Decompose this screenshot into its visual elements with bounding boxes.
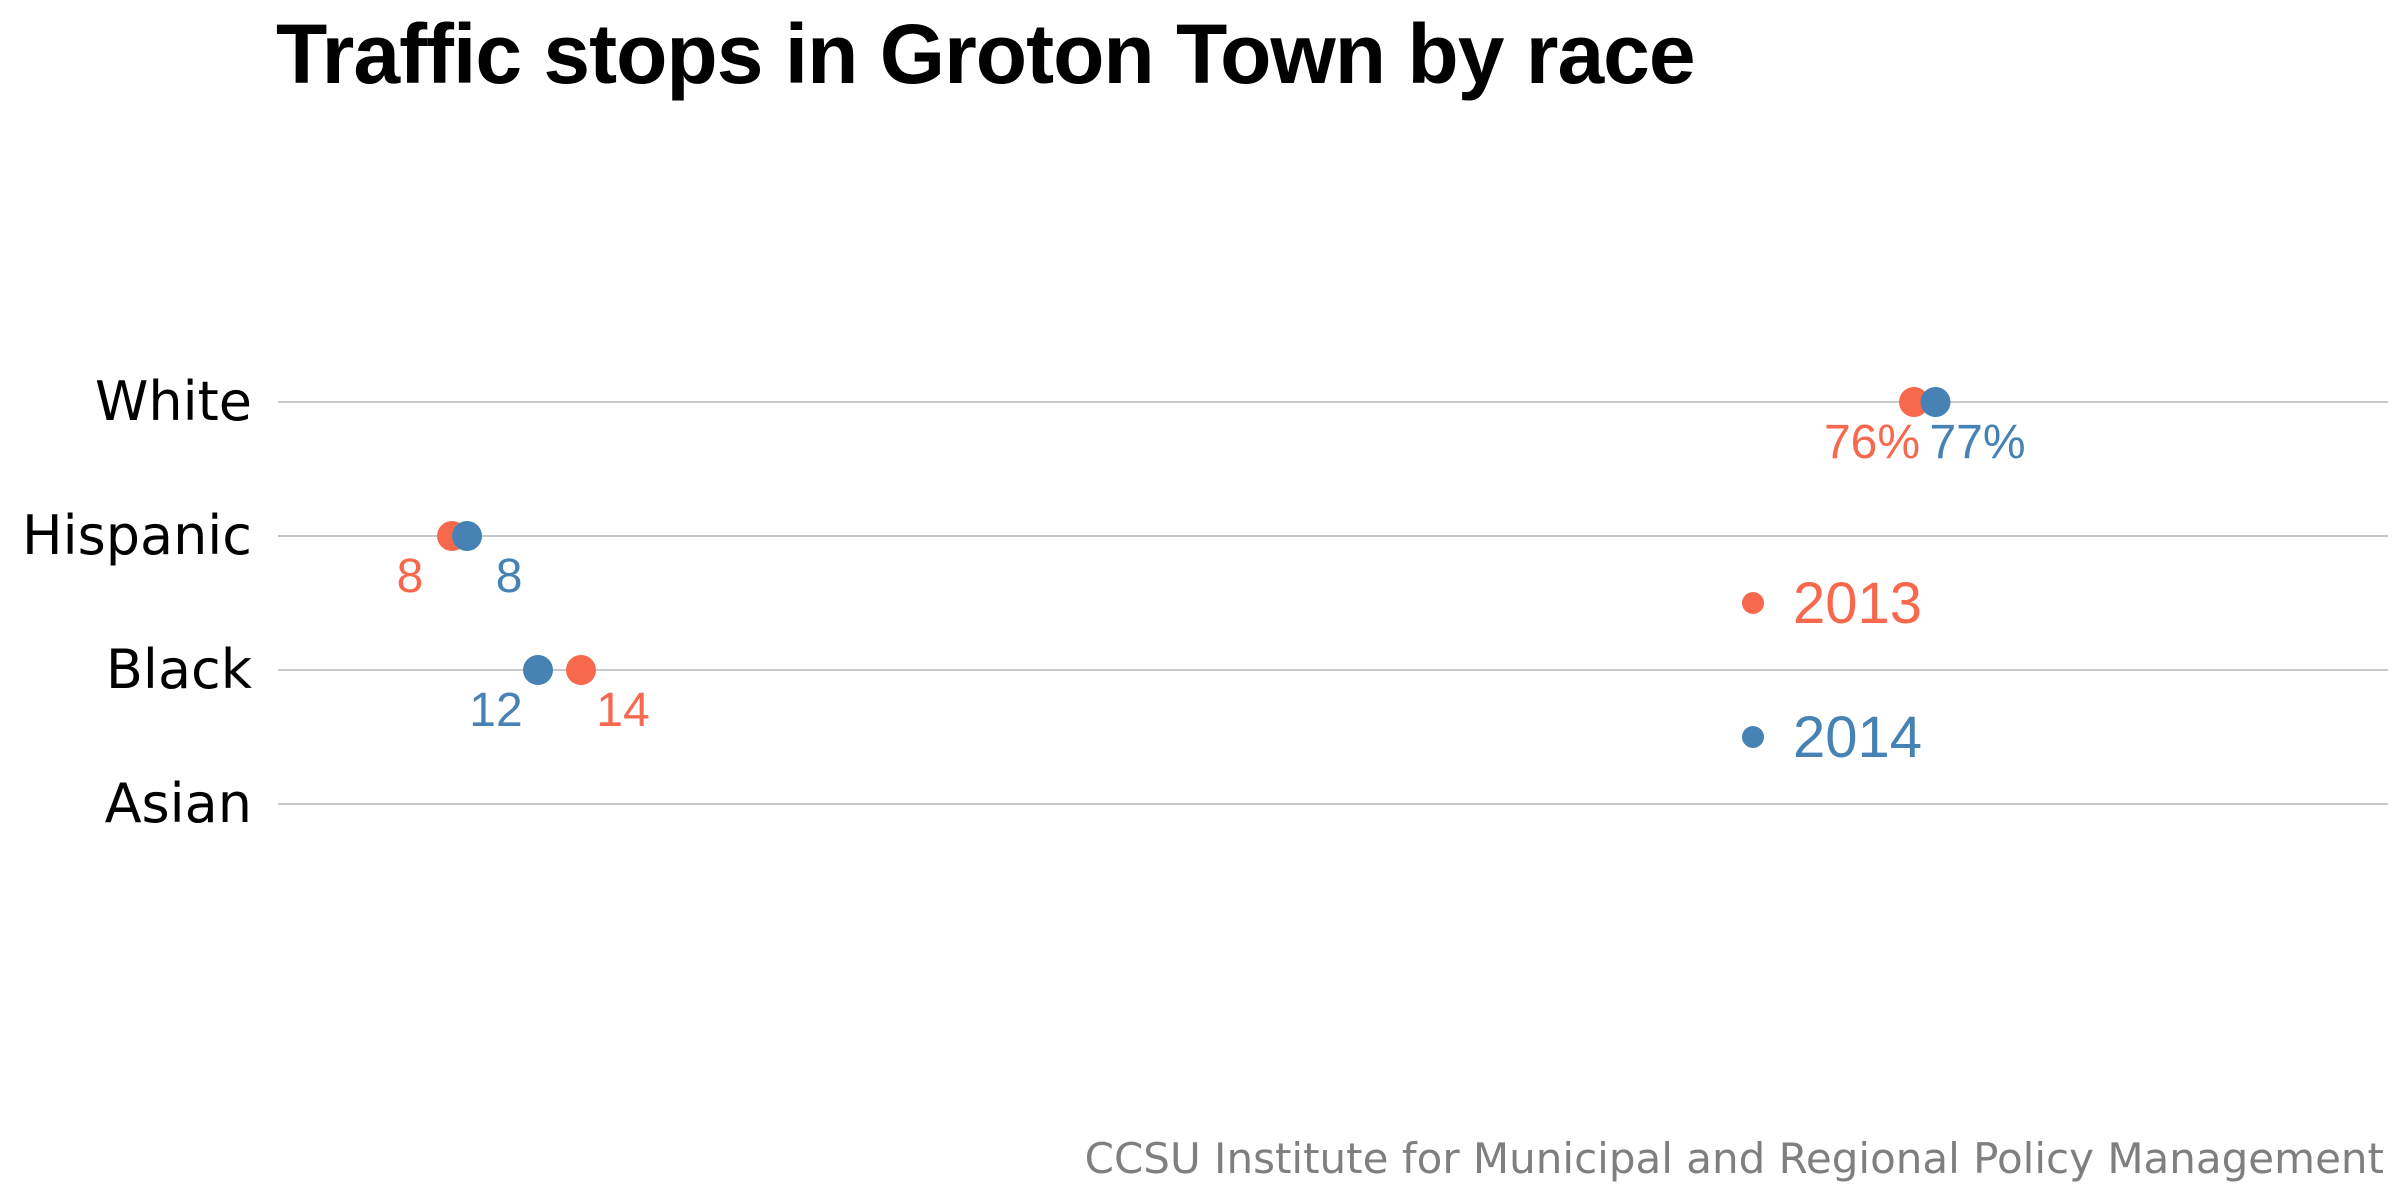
value-label-2014-black: 12	[469, 684, 522, 737]
legend-marker-2014	[1742, 726, 1764, 748]
legend: 2013 2014	[1742, 571, 1922, 770]
point-2014-white	[1920, 387, 1951, 417]
grid-lines	[278, 401, 2388, 805]
point-2014-black	[523, 655, 553, 685]
data-points	[437, 387, 1951, 685]
category-label-white: White	[95, 370, 252, 433]
legend-label-2014: 2014	[1793, 705, 1922, 770]
value-label-2013-black: 14	[596, 684, 649, 737]
point-2013-black	[566, 655, 596, 685]
category-labels: White Hispanic Black Asian	[22, 370, 253, 835]
value-label-2014-white: 77%	[1929, 416, 2025, 469]
point-2014-hispanic	[452, 521, 483, 551]
chart-title: Traffic stops in Groton Town by race	[276, 7, 1696, 101]
category-label-hispanic: Hispanic	[22, 504, 252, 567]
source-note: CCSU Institute for Municipal and Regiona…	[1084, 1134, 2384, 1183]
legend-label-2013: 2013	[1793, 571, 1922, 636]
legend-marker-2013	[1742, 592, 1764, 614]
value-label-2014-hispanic: 8	[496, 550, 523, 603]
point-2013-white	[1899, 387, 1929, 417]
data-labels: 76% 77% 8 8 12 14	[397, 416, 2026, 737]
category-label-asian: Asian	[105, 772, 252, 835]
category-label-black: Black	[106, 638, 253, 701]
value-label-2013-white: 76%	[1824, 416, 1920, 469]
value-label-2013-hispanic: 8	[397, 550, 424, 603]
